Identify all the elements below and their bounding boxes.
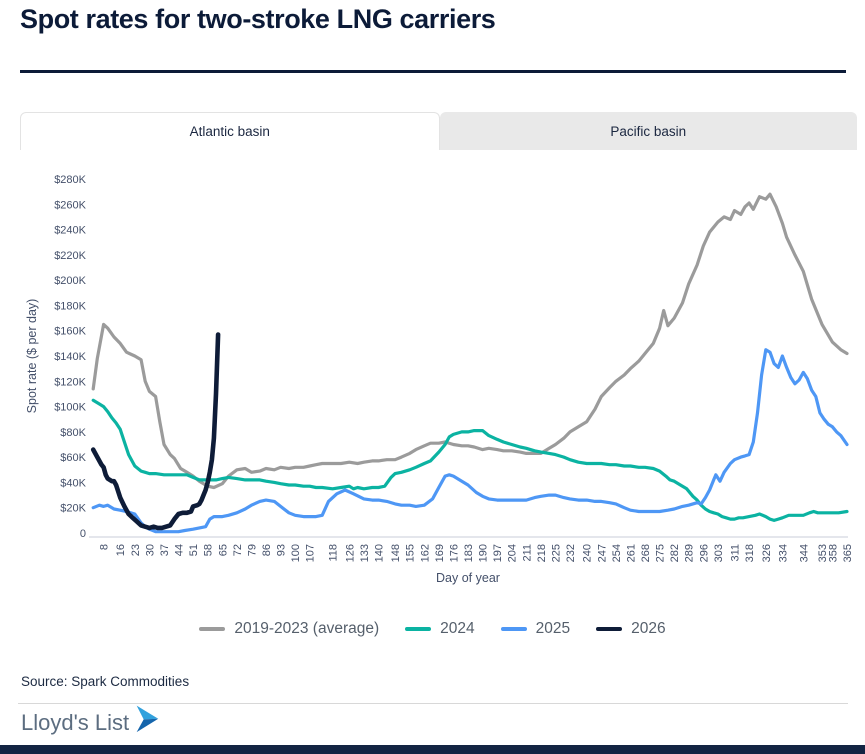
y-tick-label: $200K — [54, 275, 86, 287]
x-tick-label: 353 — [817, 544, 829, 562]
x-tick-label: 86 — [261, 544, 273, 556]
x-tick-label: 100 — [290, 544, 302, 562]
x-tick-label: 107 — [305, 544, 317, 562]
x-tick-label: 51 — [188, 544, 200, 556]
spot-rate-chart: $280K $260K $240K $220K $200K $180K $160K $140K… — [25, 174, 854, 585]
x-tick-label: 162 — [419, 544, 431, 562]
tab-pacific-basin[interactable]: Pacific basin — [439, 112, 857, 150]
y-tick-label: $180K — [54, 300, 86, 312]
x-tick-label: 240 — [582, 544, 594, 562]
legend-swatch — [405, 626, 432, 632]
series-line-2025 — [91, 348, 849, 534]
x-tick-label: 318 — [744, 544, 756, 562]
legend-label: 2019-2023 (average) — [234, 620, 380, 637]
x-tick-label: 358 — [827, 544, 839, 562]
title-divider — [20, 70, 846, 73]
x-tick-label: 72 — [232, 544, 244, 556]
x-tick-label: 197 — [492, 544, 504, 562]
x-tick-label: 311 — [730, 544, 742, 562]
series-line-2019-2023-average- — [91, 192, 849, 490]
x-tick-label: 169 — [434, 544, 446, 562]
brand-row: Lloyd's List — [21, 705, 160, 739]
y-tick-label: 0 — [80, 528, 86, 540]
y-tick-label: $240K — [54, 225, 86, 237]
basin-tabs: Atlantic basin Pacific basin — [20, 112, 857, 150]
x-tick-label: 79 — [246, 544, 258, 556]
x-tick-label: 334 — [777, 544, 789, 562]
x-tick-label: 133 — [359, 544, 371, 562]
x-tick-label: 190 — [478, 544, 490, 562]
y-tick-label: $100K — [54, 402, 86, 414]
y-tick-label: $280K — [54, 174, 86, 186]
x-tick-label: 344 — [798, 544, 810, 562]
x-tick-label: 8 — [99, 544, 111, 550]
x-tick-label: 365 — [842, 544, 854, 562]
x-tick-label: 140 — [374, 544, 386, 562]
y-tick-label: $60K — [60, 452, 86, 464]
y-tick-label: $140K — [54, 351, 86, 363]
x-axis-title: Day of year — [436, 571, 500, 585]
y-tick-label: $80K — [60, 427, 86, 439]
x-tick-label: 225 — [551, 544, 563, 562]
tab-atlantic-basin[interactable]: Atlantic basin — [20, 112, 440, 150]
legend-item-2025[interactable]: 2025 — [500, 620, 571, 638]
x-tick-label: 65 — [217, 544, 229, 556]
x-tick-label: 204 — [507, 544, 519, 562]
x-tick-label: 126 — [344, 544, 356, 562]
x-tick-label: 254 — [611, 544, 623, 562]
x-tick-label: 148 — [390, 544, 402, 562]
x-tick-label: 326 — [761, 544, 773, 562]
x-tick-label: 282 — [669, 544, 681, 562]
x-tick-label: 275 — [655, 544, 667, 562]
x-tick-label: 37 — [159, 544, 171, 556]
x-tick-label: 289 — [684, 544, 696, 562]
footer-divider — [18, 703, 848, 704]
x-tick-label: 176 — [448, 544, 460, 562]
legend-label: 2026 — [631, 620, 666, 637]
legend-label: 2024 — [440, 620, 475, 637]
x-tick-label: 232 — [565, 544, 577, 562]
x-tick-label: 247 — [596, 544, 608, 562]
lloyds-list-logo-icon — [136, 705, 159, 733]
legend-label: 2025 — [535, 620, 571, 637]
y-tick-label: $40K — [60, 477, 86, 489]
x-tick-label: 30 — [144, 544, 156, 556]
x-tick-label: 268 — [640, 544, 652, 562]
x-tick-label: 155 — [405, 544, 417, 562]
page-title: Spot rates for two-stroke LNG carriers — [20, 4, 496, 34]
legend-swatch — [500, 626, 527, 632]
y-tick-label: $160K — [54, 326, 86, 338]
y-tick-label: $20K — [60, 503, 86, 515]
x-tick-label: 58 — [203, 544, 215, 556]
legend-item-2024[interactable]: 2024 — [405, 620, 475, 638]
bottom-accent-bar — [0, 745, 865, 754]
x-tick-label: 93 — [276, 544, 288, 556]
y-axis-title: Spot rate ($ per day) — [25, 299, 39, 414]
x-tick-label: 44 — [174, 544, 186, 556]
brand-logo-text: Lloyd's List — [21, 710, 130, 735]
y-tick-label: $220K — [54, 250, 86, 262]
legend-item-2019-2023-average-[interactable]: 2019-2023 (average) — [199, 620, 379, 638]
source-text: Source: Spark Commodities — [21, 674, 190, 689]
series-line-2026 — [90, 332, 221, 531]
x-tick-label: 261 — [625, 544, 637, 562]
x-tick-label: 303 — [713, 544, 725, 562]
legend-swatch — [596, 626, 623, 632]
y-tick-label: $120K — [54, 376, 86, 388]
y-tick-label: $260K — [54, 199, 86, 211]
x-tick-label: 23 — [130, 544, 142, 556]
x-tick-label: 218 — [536, 544, 548, 562]
legend-item-2026[interactable]: 2026 — [596, 620, 666, 638]
x-tick-label: 211 — [521, 544, 533, 562]
x-tick-label: 296 — [698, 544, 710, 562]
chart-legend: 2019-2023 (average) 2024 2025 2026 — [0, 614, 865, 644]
x-tick-label: 118 — [328, 544, 340, 562]
x-tick-label: 16 — [115, 544, 127, 556]
x-tick-label: 183 — [463, 544, 475, 562]
legend-swatch — [199, 626, 226, 632]
